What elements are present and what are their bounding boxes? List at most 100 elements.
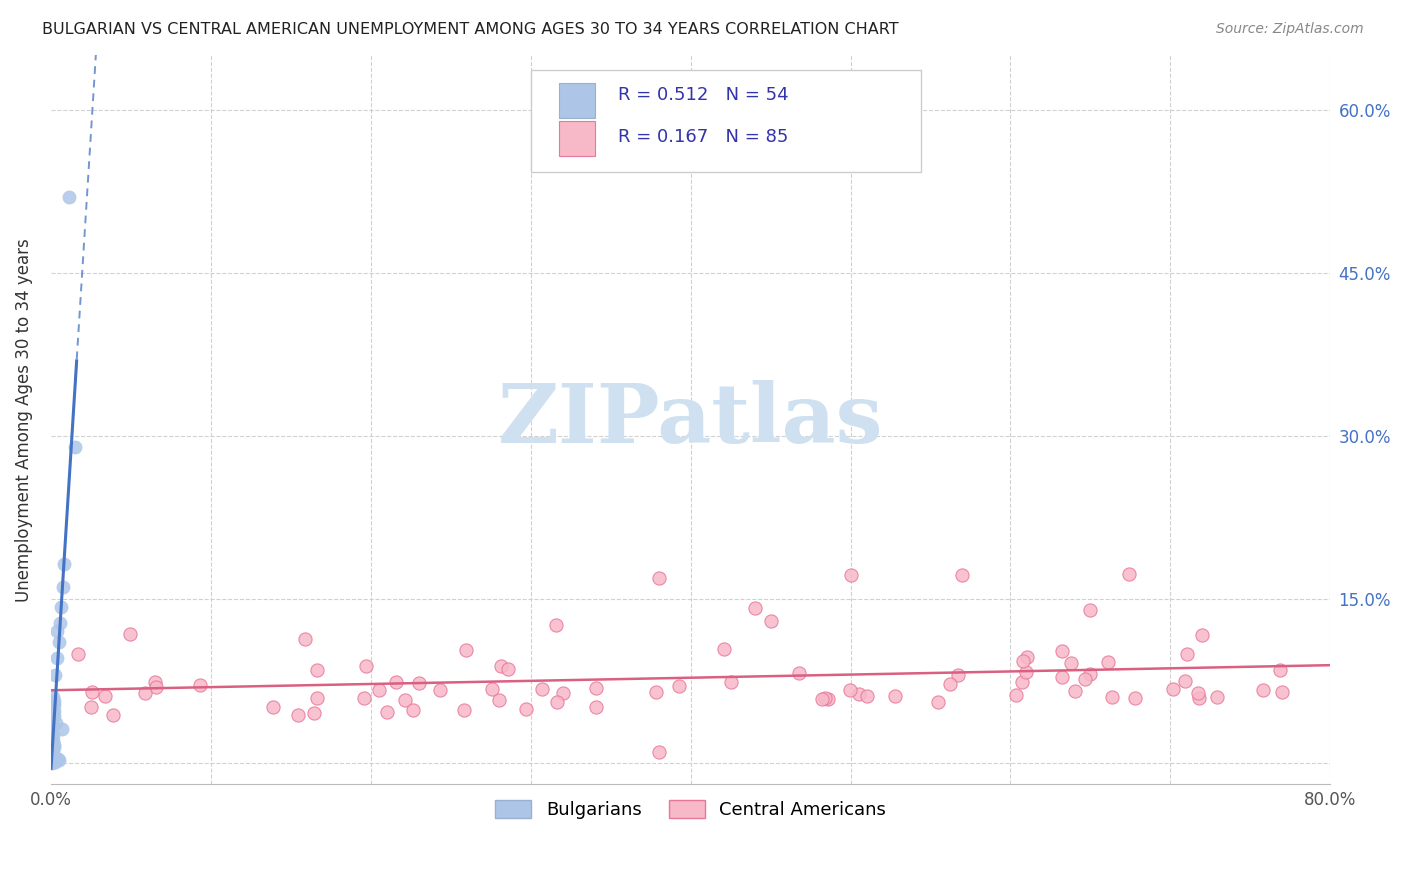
- Point: [120, 627, 142, 641]
- Point: [1078, 603, 1101, 617]
- Point: [1078, 666, 1101, 681]
- Point: [1005, 688, 1028, 702]
- Point: [101, 707, 124, 722]
- FancyBboxPatch shape: [558, 120, 595, 156]
- Point: [353, 691, 375, 706]
- Point: [515, 702, 537, 716]
- Point: [45, 624, 67, 638]
- Point: [585, 700, 607, 714]
- Point: [1074, 672, 1097, 686]
- Point: [42, 739, 65, 753]
- Point: [48, 634, 70, 648]
- Point: [302, 706, 325, 720]
- Point: [145, 680, 167, 694]
- Point: [498, 662, 520, 676]
- Point: [838, 683, 860, 698]
- Point: [454, 643, 477, 657]
- Point: [368, 683, 391, 698]
- Text: ZIPatlas: ZIPatlas: [498, 380, 883, 459]
- Point: [481, 681, 503, 696]
- Point: [41, 706, 63, 720]
- Point: [41, 740, 63, 755]
- Point: [39, 735, 62, 749]
- Point: [530, 682, 553, 697]
- Point: [1050, 670, 1073, 684]
- Point: [759, 614, 782, 628]
- Point: [41, 729, 63, 743]
- Point: [305, 691, 328, 706]
- Point: [713, 642, 735, 657]
- Point: [190, 677, 212, 691]
- Point: [44, 694, 66, 708]
- Legend: Bulgarians, Central Americans: Bulgarians, Central Americans: [488, 793, 893, 827]
- Point: [488, 693, 510, 707]
- Point: [67, 648, 90, 662]
- Y-axis label: Unemployment Among Ages 30 to 34 years: Unemployment Among Ages 30 to 34 years: [15, 238, 32, 602]
- Point: [41, 734, 63, 748]
- Point: [1118, 567, 1140, 582]
- Point: [668, 679, 690, 693]
- Point: [42, 709, 65, 723]
- Point: [1206, 690, 1229, 704]
- Point: [287, 707, 309, 722]
- Point: [45, 716, 67, 731]
- Point: [42, 698, 65, 713]
- Point: [294, 632, 316, 646]
- Point: [1064, 683, 1087, 698]
- Point: [42, 749, 65, 764]
- Point: [787, 666, 810, 681]
- Point: [41, 717, 63, 731]
- Point: [1270, 663, 1292, 677]
- Point: [41, 719, 63, 733]
- Text: Source: ZipAtlas.com: Source: ZipAtlas.com: [1216, 22, 1364, 37]
- FancyBboxPatch shape: [558, 83, 595, 118]
- Point: [41, 690, 63, 705]
- Point: [41, 712, 63, 726]
- Point: [145, 675, 167, 690]
- Point: [44, 750, 66, 764]
- Point: [44, 755, 66, 769]
- Point: [41, 747, 63, 762]
- Point: [744, 601, 766, 615]
- Point: [720, 674, 742, 689]
- Point: [45, 751, 67, 765]
- Point: [41, 749, 63, 764]
- Point: [927, 695, 949, 709]
- Point: [41, 752, 63, 766]
- Point: [1050, 644, 1073, 658]
- Point: [377, 705, 399, 719]
- Point: [1011, 675, 1033, 690]
- FancyBboxPatch shape: [530, 70, 921, 172]
- Point: [45, 651, 67, 665]
- Point: [946, 668, 969, 682]
- Point: [647, 745, 669, 759]
- Point: [42, 743, 65, 757]
- Point: [402, 703, 425, 717]
- Point: [1175, 648, 1198, 662]
- Point: [1101, 690, 1123, 705]
- Point: [408, 676, 430, 690]
- Point: [952, 568, 974, 582]
- Point: [1123, 691, 1146, 706]
- Point: [44, 668, 66, 682]
- Point: [39, 747, 62, 762]
- Point: [58, 189, 80, 203]
- Point: [1060, 656, 1083, 670]
- Point: [41, 727, 63, 741]
- Point: [41, 739, 63, 754]
- Point: [80, 700, 103, 714]
- Point: [52, 581, 75, 595]
- Point: [1191, 628, 1213, 642]
- Point: [93, 689, 115, 703]
- Text: BULGARIAN VS CENTRAL AMERICAN UNEMPLOYMENT AMONG AGES 30 TO 34 YEARS CORRELATION: BULGARIAN VS CENTRAL AMERICAN UNEMPLOYME…: [42, 22, 898, 37]
- Point: [1253, 683, 1275, 698]
- Point: [51, 722, 73, 736]
- Point: [41, 746, 63, 760]
- Point: [385, 675, 408, 690]
- Point: [45, 753, 67, 767]
- Point: [644, 685, 666, 699]
- Point: [41, 733, 63, 747]
- Point: [134, 686, 156, 700]
- Point: [42, 739, 65, 754]
- Point: [1015, 649, 1038, 664]
